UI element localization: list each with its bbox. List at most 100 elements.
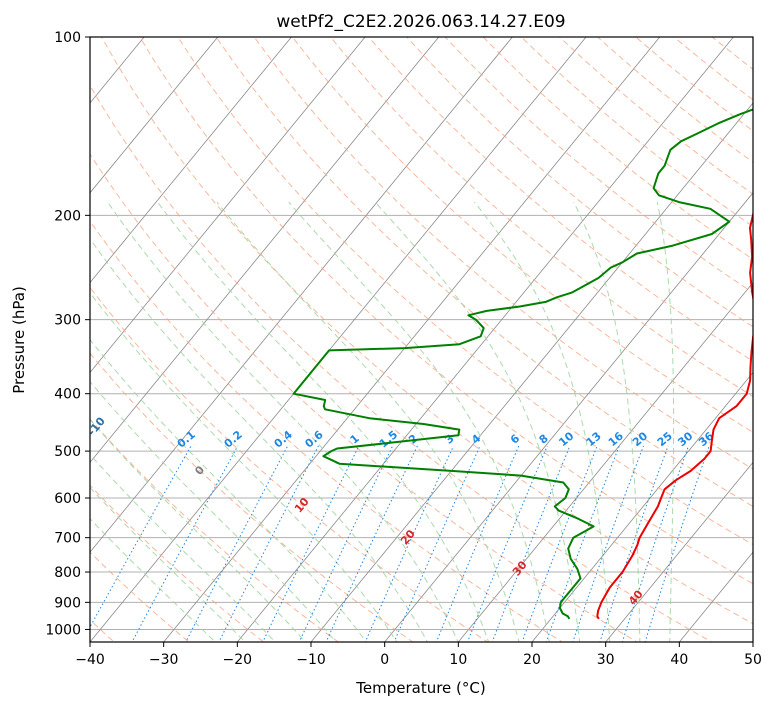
mixing-ratio-label: 0.4 — [272, 428, 296, 451]
mixing-ratio-label: 10 — [556, 429, 576, 449]
mixing-ratio-line — [185, 445, 289, 642]
dry-adiabat — [444, 37, 753, 294]
isotherm-line — [384, 192, 753, 642]
mixing-ratio-line — [364, 445, 454, 642]
dry-adiabat — [292, 37, 753, 433]
moist-adiabat — [90, 291, 398, 642]
mixing-ratio-label: 20 — [630, 429, 650, 449]
x-tick-label: −30 — [149, 652, 179, 668]
x-tick-label: −20 — [223, 652, 253, 668]
moist-adiabat — [90, 486, 246, 642]
moist-adiabat — [157, 201, 490, 642]
y-tick-label: 100 — [54, 30, 81, 46]
mixing-ratio-label: 25 — [655, 429, 675, 449]
mixing-ratio-line — [572, 445, 644, 642]
dry-adiabat-label: 20 — [398, 527, 418, 547]
mixing-ratio-label: 0.2 — [222, 428, 245, 450]
isotherm-line — [752, 641, 753, 642]
mixing-ratio-line — [218, 445, 319, 642]
mixing-ratio-label: 0.1 — [175, 428, 198, 450]
mixing-ratio-label: 16 — [606, 429, 626, 449]
dry-adiabat — [90, 551, 190, 642]
isotherm-line — [457, 282, 753, 642]
isotherm-line — [90, 37, 440, 463]
isotherm-line — [90, 37, 587, 642]
dry-adiabat — [90, 84, 713, 642]
x-tick-label: 50 — [744, 652, 762, 668]
x-tick-label: 20 — [523, 652, 541, 668]
moist-adiabat — [90, 338, 367, 642]
mixing-ratio-line — [393, 445, 481, 642]
y-tick-label: 400 — [54, 387, 81, 403]
dry-adiabat — [90, 153, 639, 642]
moist-adiabat — [656, 202, 675, 642]
y-axis-title: Pressure (hPa) — [10, 286, 28, 394]
dry-adiabat — [90, 352, 414, 642]
y-tick-label: 1000 — [45, 622, 81, 638]
x-axis: −40 −30 −20 −10 0 10 20 30 40 50 — [75, 642, 762, 668]
dry-adiabat-label: 40 — [626, 587, 646, 607]
mixing-ratio-line — [521, 445, 598, 642]
isotherm-line — [90, 37, 292, 284]
y-axis: 100 200 300 400 500 600 700 800 900 1000 — [45, 30, 90, 638]
isotherm-line — [90, 37, 219, 194]
dry-adiabat — [215, 37, 753, 507]
mixing-ratio-label: 13 — [584, 429, 604, 449]
dry-adiabat — [253, 37, 753, 470]
isotherm-line — [90, 37, 366, 374]
dry-adiabat — [177, 37, 753, 546]
y-tick-label: 900 — [54, 595, 81, 611]
dry-adiabat — [406, 37, 753, 328]
dry-adiabat — [330, 37, 753, 398]
y-tick-label: 600 — [54, 491, 81, 507]
moist-adiabat — [90, 453, 276, 642]
dry-adiabat — [90, 286, 489, 642]
dry-adiabat — [673, 37, 753, 101]
mixing-ratio-label: 1 — [348, 432, 362, 447]
mixing-ratio-line — [545, 445, 620, 642]
isotherm-line — [163, 37, 661, 642]
mixing-ratio-label: 3 — [442, 432, 456, 447]
isotherm-line — [605, 461, 753, 642]
moist-adiabat — [573, 201, 641, 642]
x-tick-label: −10 — [296, 652, 326, 668]
isotherm-line — [90, 37, 513, 553]
mixing-ratio-line — [298, 445, 394, 642]
isotherm-line — [236, 37, 734, 642]
moist-adiabat — [90, 238, 429, 642]
moist-adiabat — [374, 201, 581, 642]
x-tick-label: 0 — [380, 652, 389, 668]
y-tick-label: 700 — [54, 531, 81, 547]
mixing-ratio-line — [325, 445, 418, 642]
chart-title: wetPf2_C2E2.2026.063.14.27.E09 — [276, 12, 565, 32]
x-tick-label: 10 — [449, 652, 467, 668]
mixing-ratio-label: 6 — [508, 432, 522, 447]
moist-adiabat — [90, 380, 337, 642]
moist-adiabat — [90, 418, 307, 642]
plot-area: 0.10.20.40.611.52346810131620253036-100-… — [90, 37, 753, 642]
dry-adiabat — [711, 37, 753, 70]
temperature-profile — [596, 211, 753, 620]
mixing-ratio-line — [621, 445, 689, 642]
x-tick-label: 30 — [597, 652, 615, 668]
y-tick-label: 500 — [54, 444, 81, 460]
dry-adiabat — [559, 37, 753, 195]
dry-adiabat — [749, 37, 753, 40]
mixing-ratio-line — [435, 445, 520, 642]
mixing-ratio-label: 8 — [537, 432, 551, 447]
isotherm-line — [678, 551, 753, 642]
x-tick-label: 40 — [670, 652, 688, 668]
y-tick-label: 200 — [54, 208, 81, 224]
mixing-ratio-line — [90, 445, 192, 629]
dry-adiabat — [101, 37, 753, 625]
isotherm-line — [310, 102, 753, 642]
dewpoint-profile — [292, 108, 753, 620]
moist-adiabat — [107, 201, 459, 642]
y-tick-label: 800 — [54, 565, 81, 581]
moist-adiabat — [216, 201, 520, 642]
x-axis-title: Temperature (°C) — [355, 679, 485, 697]
mixing-ratio-line — [644, 445, 710, 642]
dry-adiabat — [139, 37, 753, 585]
dry-adiabat — [90, 484, 265, 642]
